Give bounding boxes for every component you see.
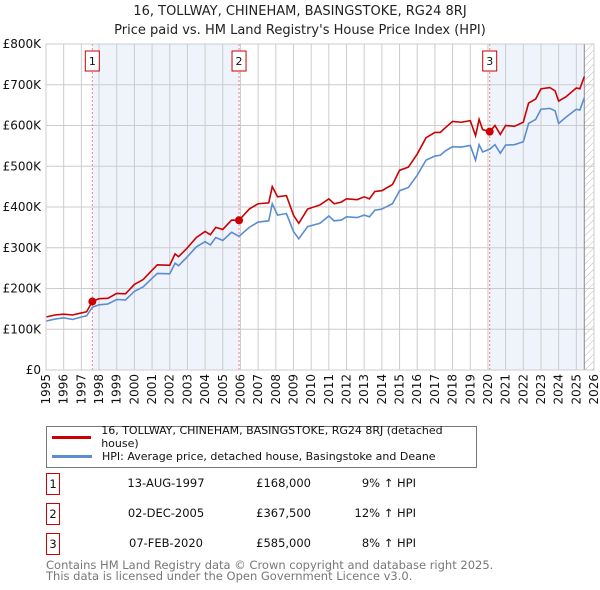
series-line	[45, 76, 586, 318]
transaction-row: 1 13-AUG-1997 £168,000 9% ↑ HPI	[46, 473, 446, 495]
sale-point	[88, 297, 97, 306]
x-tick-label: 2022	[516, 374, 530, 405]
chart-title: 16, TOLLWAY, CHINEHAM, BASINGSTOKE, RG24…	[0, 2, 600, 40]
x-tick-label: 1995	[39, 374, 53, 405]
footer-line: This data is licensed under the Open Gov…	[46, 569, 413, 583]
x-tick-label: 2010	[304, 374, 318, 405]
sale-price: £168,000	[256, 476, 311, 490]
x-tick-label: 2009	[286, 374, 300, 405]
sale-label-box	[231, 50, 247, 72]
y-tick-label: £200K	[3, 282, 43, 296]
transaction-row: 3 07-FEB-2020 £585,000 8% ↑ HPI	[46, 533, 446, 555]
series-line	[45, 97, 586, 322]
legend-item-property: 16, TOLLWAY, CHINEHAM, BASINGSTOKE, RG24…	[52, 424, 476, 450]
x-tick-label: 2021	[499, 374, 513, 405]
sale-point	[235, 216, 244, 225]
x-tick-label: 1999	[110, 374, 124, 405]
sale-price: £585,000	[256, 536, 311, 550]
x-tick-label: 1996	[57, 374, 71, 405]
sale-label: 3	[486, 55, 493, 68]
price-chart: 1995 1996 1997 1998 1999 2000 2001 2002 2003 2004…	[3, 37, 600, 405]
hpi-diff: 9% ↑ HPI	[361, 476, 416, 490]
sale-price: £367,500	[256, 506, 311, 520]
sale-date: 07-FEB-2020	[129, 536, 203, 550]
x-tick-label: 2012	[340, 374, 354, 405]
hpi-diff: 12% ↑ HPI	[354, 506, 416, 520]
x-tick-label: 2005	[216, 374, 230, 405]
x-tick-label: 2002	[163, 374, 177, 405]
x-tick-label: 2015	[393, 374, 407, 405]
x-tick-label: 2004	[198, 374, 212, 405]
title-line: 16, TOLLWAY, CHINEHAM, BASINGSTOKE, RG24…	[133, 4, 467, 19]
y-tick-label: £500K	[3, 159, 43, 173]
x-tick-label: 2025	[569, 374, 583, 405]
x-tick-label: 1998	[92, 374, 106, 405]
transaction-row: 2 02-DEC-2005 £367,500 12% ↑ HPI	[46, 503, 446, 525]
x-tick-label: 1997	[74, 374, 88, 405]
x-tick-label: 2020	[481, 374, 495, 405]
plot-border	[45, 43, 595, 371]
sale-label: 1	[89, 55, 96, 68]
x-tick-label: 2017	[428, 374, 442, 405]
x-tick-label: 2003	[180, 374, 194, 405]
x-tick-label: 2026	[587, 374, 600, 405]
x-tick-label: 2018	[446, 374, 460, 405]
marker-badge: 2	[46, 503, 60, 525]
y-tick-label: £400K	[3, 200, 43, 214]
x-tick-label: 2024	[552, 374, 566, 405]
sale-label-box	[482, 50, 498, 72]
x-tick-label: 2001	[145, 374, 159, 405]
x-tick-label: 2014	[375, 374, 389, 405]
x-tick-label: 2023	[534, 374, 548, 405]
legend-label: 16, TOLLWAY, CHINEHAM, BASINGSTOKE, RG24…	[101, 424, 443, 450]
sale-date: 13-AUG-1997	[127, 476, 205, 490]
x-tick-label: 2008	[269, 374, 283, 405]
x-tick-label: 2011	[322, 374, 336, 405]
y-tick-label: £600K	[3, 119, 43, 133]
x-tick-label: 2019	[463, 374, 477, 405]
y-tick-label: £300K	[3, 241, 43, 255]
sale-date: 02-DEC-2005	[127, 506, 205, 520]
subtitle-line: Price paid vs. HM Land Registry's House …	[114, 23, 486, 38]
marker-badge: 3	[46, 533, 60, 555]
x-tick-label: 2000	[127, 374, 141, 405]
y-tick-label: £0	[26, 363, 41, 377]
y-tick-label: £700K	[3, 78, 43, 92]
x-tick-label: 2007	[251, 374, 265, 405]
x-tick-label: 2016	[410, 374, 424, 405]
marker-badge: 1	[46, 473, 60, 495]
x-tick-label: 2013	[357, 374, 371, 405]
sale-label-box	[84, 50, 100, 72]
red-line-swatch	[52, 435, 92, 439]
x-tick-label: 2006	[233, 374, 247, 405]
legend-label: HPI: Average price, detached house, Basi…	[102, 449, 436, 463]
legend-item-hpi: HPI: Average price, detached house, Basi…	[52, 447, 436, 465]
hpi-diff: 8% ↑ HPI	[361, 536, 416, 550]
y-tick-label: £100K	[3, 322, 43, 336]
sale-label: 2	[236, 55, 243, 68]
blue-line-swatch	[52, 454, 92, 458]
sale-point	[485, 127, 494, 136]
legend: 16, TOLLWAY, CHINEHAM, BASINGSTOKE, RG24…	[46, 424, 477, 468]
footer: Contains HM Land Registry data © Crown c…	[46, 558, 494, 583]
footer-line: Contains HM Land Registry data © Crown c…	[46, 558, 494, 572]
y-tick-label: £800K	[3, 37, 43, 51]
